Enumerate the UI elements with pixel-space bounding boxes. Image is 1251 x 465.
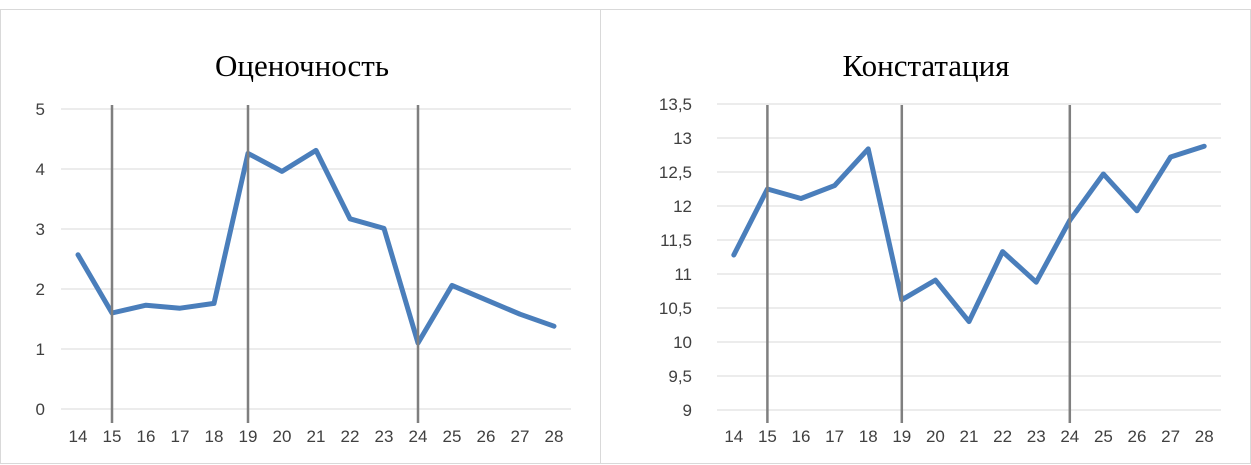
chart-title: Оценочность (215, 48, 389, 83)
x-tick-label: 21 (307, 427, 326, 446)
x-tick-label: 18 (205, 427, 224, 446)
x-tick-label: 28 (545, 427, 564, 446)
x-tick-label: 15 (758, 427, 777, 446)
y-tick-label: 11 (674, 265, 692, 284)
chart-title: Констатация (843, 48, 1010, 83)
x-tick-label: 21 (960, 427, 979, 446)
y-tick-label: 4 (36, 160, 45, 179)
y-tick-label: 2 (36, 280, 45, 299)
x-tick-label: 17 (825, 427, 844, 446)
x-tick-label: 14 (724, 427, 743, 446)
x-tick-label: 23 (375, 427, 394, 446)
x-tick-label: 17 (171, 427, 190, 446)
y-tick-label: 13 (673, 129, 692, 148)
x-tick-label: 24 (409, 427, 428, 446)
y-tick-label: 9 (683, 401, 692, 420)
y-tick-label: 0 (36, 400, 45, 419)
x-tick-label: 20 (926, 427, 945, 446)
y-tick-label: 1 (36, 340, 45, 359)
x-tick-label: 26 (1128, 427, 1147, 446)
x-tick-label: 22 (341, 427, 360, 446)
y-tick-label: 3 (36, 220, 45, 239)
x-tick-label: 14 (69, 427, 88, 446)
x-tick-label: 22 (993, 427, 1012, 446)
series-line (78, 150, 554, 343)
x-tick-label: 18 (859, 427, 878, 446)
x-tick-label: 19 (892, 427, 911, 446)
chart-konstatacia: Констатация 9 9,5 10 10,5 11 11,5 12 12,5 13 13,5 1… (601, 10, 1251, 465)
x-tick-label: 19 (239, 427, 258, 446)
series-line (734, 146, 1204, 321)
y-tick-label: 12,5 (659, 163, 692, 182)
x-tick-label: 27 (511, 427, 530, 446)
x-tick-label: 26 (477, 427, 496, 446)
x-tick-label: 16 (137, 427, 156, 446)
x-tick-label: 24 (1060, 427, 1079, 446)
y-tick-label: 13,5 (659, 95, 692, 114)
chart-panel-konstatacia: Констатация 9 9,5 10 10,5 11 11,5 12 12,5 13 13,5 1… (600, 9, 1251, 464)
x-tick-label: 15 (103, 427, 122, 446)
y-tick-label: 9,5 (668, 367, 692, 386)
x-tick-label: 28 (1195, 427, 1214, 446)
y-tick-label: 11,5 (660, 231, 692, 250)
y-tick-label: 12 (673, 197, 692, 216)
x-tick-label: 27 (1161, 427, 1180, 446)
y-tick-label: 5 (36, 100, 45, 119)
x-tick-label: 16 (792, 427, 811, 446)
x-tick-label: 20 (273, 427, 292, 446)
x-tick-label: 25 (443, 427, 462, 446)
x-tick-label: 25 (1094, 427, 1113, 446)
y-tick-label: 10,5 (659, 299, 692, 318)
y-tick-label: 10 (673, 333, 692, 352)
x-tick-label: 23 (1027, 427, 1046, 446)
